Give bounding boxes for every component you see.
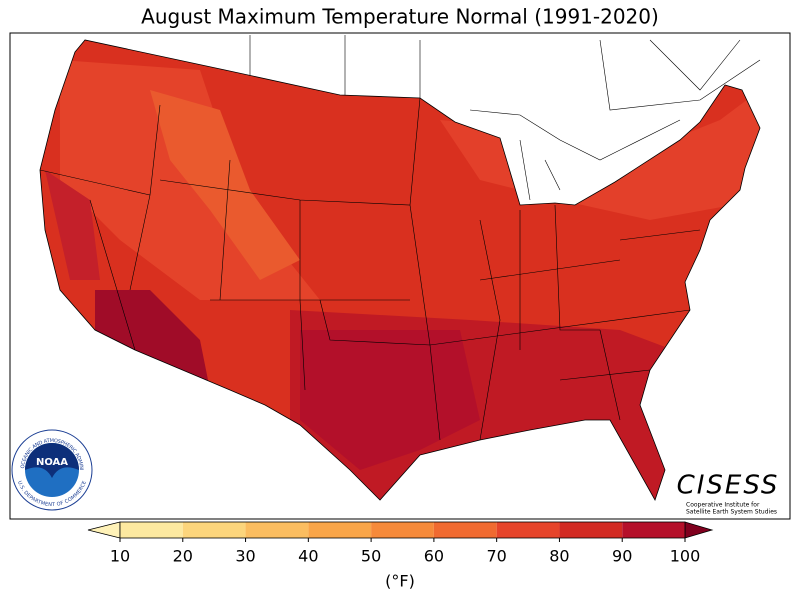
colorbar-bin	[371, 522, 434, 538]
colorbar-over	[684, 521, 714, 539]
us-outline	[39, 39, 761, 501]
cisess-line1: Cooperative Institute for	[686, 502, 760, 509]
map-title: August Maximum Temperature Normal (1991-…	[141, 5, 659, 29]
colorbar-tick-label: 30	[235, 547, 255, 566]
colorbar-bin	[622, 522, 685, 538]
colorbar-bin	[496, 522, 560, 538]
colorbar: 10 20 30 40 50 60 70 80 90 100	[87, 521, 714, 566]
land-context	[249, 35, 761, 201]
colorbar-tick-label: 70	[486, 547, 506, 566]
colorbar-bin	[245, 522, 309, 538]
colorbar-bin	[308, 522, 372, 538]
cisess-line2: Satellite Earth System Studies	[686, 509, 777, 516]
colorbar-tick-label: 60	[424, 547, 444, 566]
colorbar-tick-label: 20	[173, 547, 193, 566]
colorbar-border	[119, 521, 686, 539]
colorbar-bin	[120, 522, 183, 538]
colorbar-tick-label: 80	[549, 547, 569, 566]
colorbar-tick-label: 50	[361, 547, 381, 566]
colorbar-under	[87, 521, 121, 539]
colorbar-bin	[182, 522, 246, 538]
colorbar-tick-label: 40	[298, 547, 318, 566]
colorbar-tick-label: 90	[612, 547, 632, 566]
colorbar-tick-label: 10	[110, 547, 130, 566]
colorbar-bin	[433, 522, 497, 538]
colorbar-bin	[559, 522, 623, 538]
colorbar-unit: (°F)	[385, 572, 415, 591]
colorbar-tick-label: 100	[670, 547, 701, 566]
noaa-name: NOAA	[36, 457, 68, 468]
cisess-name: CISESS	[677, 471, 780, 501]
cisess-logo: CISESS Cooperative Institute for Satelli…	[677, 471, 780, 516]
